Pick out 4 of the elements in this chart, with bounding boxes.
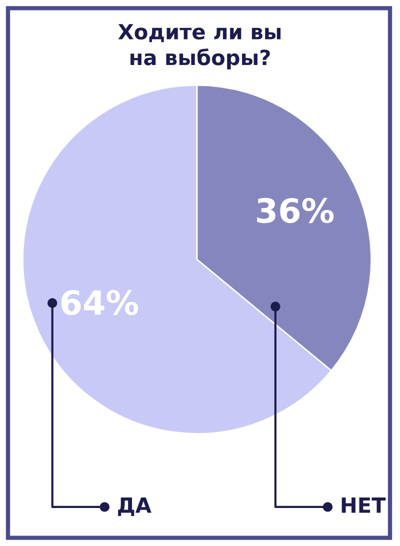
slice-label: НЕТ [342,498,386,513]
data-label: 36% [257,198,334,224]
slice-label: ДА [118,498,152,516]
chart-title: Ходите ли вы на выборы? [118,24,281,70]
